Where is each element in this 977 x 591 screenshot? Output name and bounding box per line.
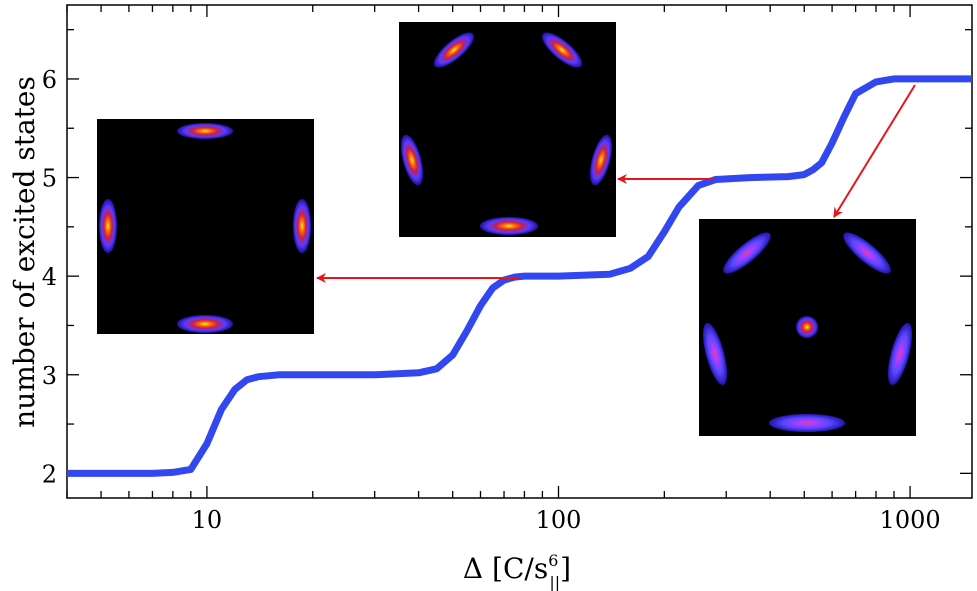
inset-4-state-density (97, 119, 314, 334)
y-tick-label: 3 (42, 362, 57, 390)
x-axis-bracket-close: ] (560, 552, 571, 585)
x-tick-label: 1000 (880, 506, 941, 534)
inset-6-state-density (699, 219, 916, 436)
x-axis-unit-sub: || (549, 573, 560, 591)
x-tick-label: 100 (536, 506, 582, 534)
x-axis-unit-sup: 6 (548, 551, 558, 570)
y-tick-label: 5 (42, 165, 57, 193)
x-tick-label: 10 (192, 506, 223, 534)
ticks: 10 100 1000 2 3 4 5 6 (42, 5, 972, 534)
y-tick-label: 6 (42, 66, 57, 94)
y-tick-label: 4 (42, 263, 57, 291)
x-axis-label: Δ [C/s6 ||] (463, 551, 571, 591)
y-tick-label: 2 (42, 460, 57, 488)
x-axis-bracket-open: [ (492, 552, 503, 585)
x-axis-unit: C/s (503, 552, 548, 585)
y-axis-label: number of excited states (8, 76, 41, 428)
plot-frame (66, 4, 973, 499)
inset-5-state-density (399, 22, 616, 237)
arrow-to-6-state-inset (833, 84, 916, 218)
x-axis-symbol: Δ (463, 552, 483, 585)
